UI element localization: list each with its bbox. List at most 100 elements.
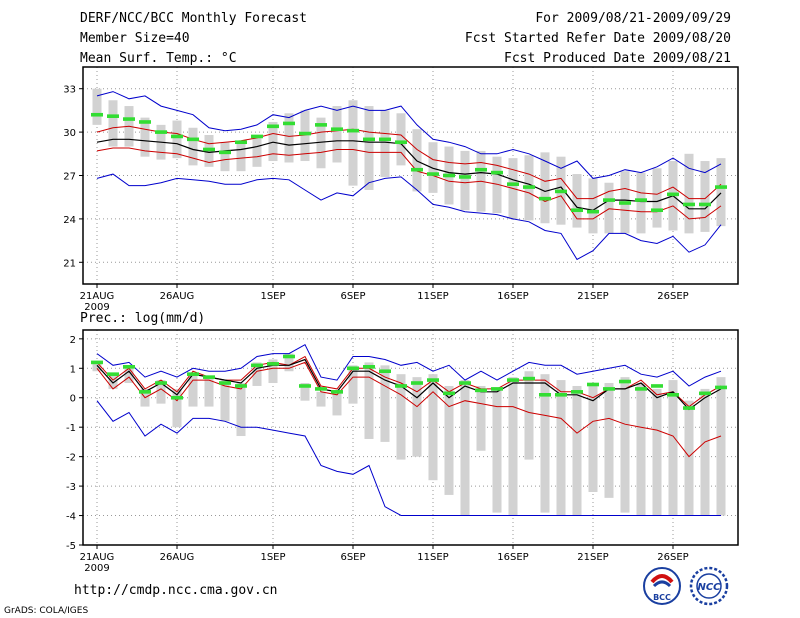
panel1-lower-line — [96, 361, 722, 458]
panel1-ytick-label-1: -4 — [66, 512, 76, 523]
bcc-logo: BCC — [642, 566, 682, 610]
panel0-year-label: 2009 — [84, 302, 109, 313]
panel0-obs-day-22 — [427, 172, 439, 176]
panel1-box-day-24 — [460, 380, 470, 516]
panel1-box-day-38 — [684, 400, 694, 516]
panel0-box-day-33 — [604, 182, 614, 234]
panel1-box-day-30 — [556, 380, 566, 516]
panel0-obs-day-39 — [699, 202, 711, 207]
panel1-xtick-label-1: 26AUG — [160, 552, 195, 563]
panel0-obs-day-38 — [683, 202, 695, 207]
panel1-obs-day-30 — [555, 392, 567, 397]
panel0-xtick-label-0: 21AUG — [80, 291, 115, 302]
panel1-box-day-39 — [700, 388, 710, 516]
panel1-ytick-label-7: 2 — [70, 335, 76, 346]
panel0-box-day-1 — [92, 88, 102, 125]
panel0-obs-day-29 — [539, 196, 551, 201]
panel1-obs-day-38 — [683, 406, 695, 410]
panel0-ytick-label-4: 33 — [63, 85, 76, 96]
panel1-year-label: 2009 — [84, 563, 109, 574]
panel0-box-day-12 — [268, 121, 278, 162]
panel1-box-day-31 — [572, 385, 582, 516]
website-link[interactable]: http://cmdp.ncc.cma.gov.cn — [74, 583, 278, 598]
panel0-obs-day-7 — [187, 137, 199, 142]
panel1-box-day-29 — [540, 374, 550, 513]
panel0-obs-day-8 — [203, 147, 215, 152]
panel0-obs-day-28 — [523, 185, 535, 189]
panel1-obs-day-19 — [379, 369, 391, 374]
panel1-obs-day-20 — [395, 384, 407, 388]
panel0-box-day-19 — [380, 110, 390, 177]
panel1-mean-line — [96, 358, 722, 411]
panel0-xtick-label-3: 6SEP — [340, 291, 365, 302]
panel0-box-day-24 — [460, 150, 470, 211]
panel0-obs-day-18 — [363, 137, 375, 142]
panel1-frame — [82, 329, 739, 546]
panel1-obs-day-31 — [571, 390, 583, 394]
panel1-box-day-13 — [284, 353, 294, 372]
panel1-box-day-2 — [108, 374, 118, 389]
panel1-obs-day-21 — [411, 381, 423, 385]
panel0-obs-day-11 — [251, 134, 263, 139]
panel1-obs-day-16 — [331, 390, 343, 394]
panel1-box-day-8 — [204, 377, 214, 407]
member-size: Member Size=40 — [80, 31, 190, 46]
panel0-box-day-36 — [652, 168, 662, 228]
panel0-ytick-label-0: 21 — [63, 258, 76, 269]
panel1-box-day-18 — [364, 362, 374, 439]
chart-title: DERF/NCC/BCC Monthly Forecast — [80, 11, 307, 26]
panel1-ytick-label-5: 0 — [70, 394, 76, 405]
panel1-obs-day-4 — [139, 390, 151, 394]
panel1-box-day-11 — [252, 362, 262, 386]
panel1-obs-day-22 — [427, 378, 439, 382]
panel1-box-day-12 — [268, 359, 278, 384]
panel1-box-day-27 — [508, 377, 518, 516]
panel0-ytick-label-1: 24 — [63, 215, 76, 226]
panel1-ytick-label-6: 1 — [70, 364, 76, 375]
bcc-logo-text: BCC — [653, 593, 671, 602]
panel0-obs-day-3 — [123, 117, 135, 121]
panel1-obs-day-8 — [203, 375, 215, 379]
panel0-box-day-16 — [332, 106, 342, 163]
panel1-xtick-label-2: 1SEP — [260, 552, 285, 563]
panel1-box-day-10 — [236, 383, 246, 437]
panel0-obs-day-16 — [331, 127, 343, 132]
panel0-box-day-17 — [348, 100, 358, 186]
header-left: DERF/NCC/BCC Monthly Forecast Member Siz… — [80, 11, 307, 71]
panel0-obs-day-5 — [155, 130, 167, 134]
panel0-obs-day-30 — [555, 189, 567, 194]
panel0-box-day-18 — [364, 106, 374, 190]
panel0-box-day-10 — [236, 140, 246, 172]
panel0-box-day-6 — [172, 120, 182, 159]
panel0-box-day-26 — [492, 156, 502, 214]
panel0-obs-day-24 — [459, 175, 471, 179]
panel0-obs-day-40 — [715, 185, 727, 189]
panel1-ytick-label-4: -1 — [66, 423, 76, 434]
panel1-box-day-25 — [476, 385, 486, 451]
panel0-mean-line — [96, 138, 722, 211]
panel0-upper-line — [96, 125, 722, 200]
panel1-box-day-32 — [588, 385, 598, 492]
panel1-obs-day-17 — [347, 366, 359, 371]
panel0-obs-day-35 — [635, 198, 647, 202]
panel0-box-day-29 — [540, 152, 550, 224]
panel1-xtick-label-6: 21SEP — [577, 552, 608, 563]
panel1-obs-day-6 — [171, 395, 183, 400]
panel0-obs-day-25 — [475, 167, 487, 172]
precip-axis-label: Prec.: log(mm/d) — [80, 311, 206, 326]
panel0-obs-day-27 — [507, 182, 519, 186]
panel1-ytick-label-2: -3 — [66, 482, 76, 493]
panel1-xtick-label-5: 16SEP — [497, 552, 528, 563]
panel1-box-day-37 — [668, 380, 678, 516]
panel0-obs-day-36 — [651, 208, 663, 213]
panel1-obs-day-5 — [155, 381, 167, 385]
panel0-box-day-38 — [684, 153, 694, 234]
panel0-max-line — [96, 91, 722, 179]
panel1-box-day-7 — [188, 374, 198, 407]
panel1-min-line — [96, 400, 721, 516]
variable-label: Mean Surf. Temp.: °C — [80, 51, 237, 66]
panel1-obs-day-26 — [491, 387, 503, 391]
panel0-min-line — [96, 173, 722, 261]
produced-date: Fcst Produced Date 2009/08/21 — [504, 51, 731, 66]
